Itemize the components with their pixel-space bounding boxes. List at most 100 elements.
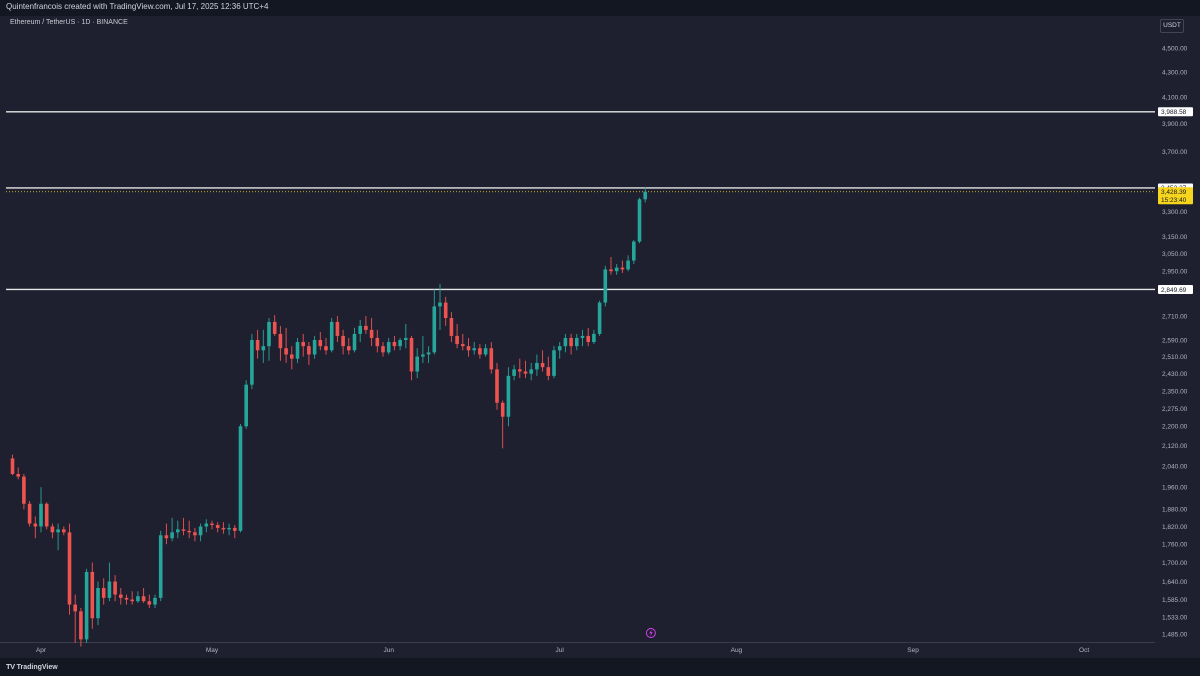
candle-body[interactable] bbox=[489, 348, 494, 370]
candle-body[interactable] bbox=[284, 348, 288, 355]
candle-body[interactable] bbox=[614, 267, 619, 272]
candle-body[interactable] bbox=[335, 321, 340, 336]
candle-body[interactable] bbox=[210, 523, 214, 526]
candle-body[interactable] bbox=[637, 199, 642, 242]
candle-body[interactable] bbox=[307, 346, 311, 355]
candle-body[interactable] bbox=[438, 302, 442, 307]
candle-body[interactable] bbox=[153, 597, 157, 605]
candle-body[interactable] bbox=[580, 335, 585, 338]
candle-body[interactable] bbox=[455, 335, 459, 345]
candle-body[interactable] bbox=[569, 337, 573, 347]
candle-body[interactable] bbox=[375, 337, 380, 347]
candle-body[interactable] bbox=[324, 346, 328, 351]
candle-body[interactable] bbox=[107, 581, 112, 598]
candle-body[interactable] bbox=[56, 529, 60, 533]
candle-body[interactable] bbox=[369, 329, 374, 338]
candle-body[interactable] bbox=[409, 337, 414, 372]
candle-body[interactable] bbox=[478, 348, 482, 355]
candle-body[interactable] bbox=[255, 339, 260, 351]
candle-body[interactable] bbox=[84, 571, 89, 640]
candle-body[interactable] bbox=[347, 346, 351, 351]
candle-body[interactable] bbox=[22, 476, 26, 504]
candle-body[interactable] bbox=[198, 526, 203, 536]
candle-body[interactable] bbox=[518, 369, 522, 372]
candle-body[interactable] bbox=[643, 191, 647, 200]
candle-body[interactable] bbox=[290, 354, 294, 359]
candle-body[interactable] bbox=[483, 348, 488, 355]
candle-body[interactable] bbox=[10, 458, 15, 474]
candle-body[interactable] bbox=[364, 325, 368, 330]
candle-body[interactable] bbox=[238, 426, 243, 531]
candle-body[interactable] bbox=[620, 267, 625, 270]
time-axis[interactable] bbox=[0, 642, 1155, 659]
chart-plot-area[interactable] bbox=[0, 16, 1156, 642]
candle-body[interactable] bbox=[449, 318, 454, 336]
candle-body[interactable] bbox=[261, 346, 266, 351]
candle-body[interactable] bbox=[96, 588, 100, 619]
candle-body[interactable] bbox=[181, 529, 186, 531]
candle-body[interactable] bbox=[318, 339, 323, 347]
candle-body[interactable] bbox=[90, 571, 95, 619]
candle-body[interactable] bbox=[79, 611, 83, 640]
candle-body[interactable] bbox=[500, 402, 505, 417]
candle-body[interactable] bbox=[73, 604, 77, 612]
candle-body[interactable] bbox=[187, 530, 191, 533]
candle-body[interactable] bbox=[67, 532, 72, 605]
candle-body[interactable] bbox=[575, 337, 579, 347]
candle-body[interactable] bbox=[244, 384, 248, 427]
candle-body[interactable] bbox=[44, 503, 49, 527]
candle-body[interactable] bbox=[404, 337, 408, 340]
candle-body[interactable] bbox=[267, 321, 271, 347]
candle-body[interactable] bbox=[272, 321, 277, 334]
candle-body[interactable] bbox=[278, 333, 283, 349]
candle-body[interactable] bbox=[426, 352, 431, 355]
candle-body[interactable] bbox=[119, 594, 123, 598]
candle-body[interactable] bbox=[443, 302, 448, 319]
candle-body[interactable] bbox=[158, 535, 163, 598]
candle-body[interactable] bbox=[506, 375, 511, 417]
candle-body[interactable] bbox=[466, 346, 471, 351]
candle-body[interactable] bbox=[27, 503, 32, 524]
candle-body[interactable] bbox=[124, 597, 129, 600]
candle-body[interactable] bbox=[386, 342, 391, 353]
candle-body[interactable] bbox=[176, 529, 180, 533]
candle-body[interactable] bbox=[546, 367, 551, 376]
candle-body[interactable] bbox=[609, 269, 613, 272]
candle-body[interactable] bbox=[33, 523, 38, 527]
candle-body[interactable] bbox=[398, 339, 402, 347]
candle-body[interactable] bbox=[552, 350, 556, 376]
candle-body[interactable] bbox=[250, 339, 254, 385]
candle-body[interactable] bbox=[352, 333, 357, 351]
candle-body[interactable] bbox=[540, 362, 545, 368]
candle-body[interactable] bbox=[301, 342, 305, 347]
candle-body[interactable] bbox=[233, 527, 237, 531]
candle-body[interactable] bbox=[312, 339, 317, 355]
candle-body[interactable] bbox=[341, 335, 345, 347]
candle-body[interactable] bbox=[421, 354, 425, 357]
candle-body[interactable] bbox=[381, 346, 385, 353]
candle-body[interactable] bbox=[136, 596, 140, 602]
candle-body[interactable] bbox=[415, 356, 419, 372]
candle-body[interactable] bbox=[329, 321, 334, 351]
candle-body[interactable] bbox=[215, 525, 220, 528]
candle-body[interactable] bbox=[221, 527, 226, 530]
candle-body[interactable] bbox=[603, 269, 608, 303]
candle-body[interactable] bbox=[512, 369, 516, 376]
candle-body[interactable] bbox=[592, 333, 596, 343]
candle-body[interactable] bbox=[170, 532, 174, 539]
candle-body[interactable] bbox=[461, 344, 465, 347]
candle-body[interactable] bbox=[563, 337, 568, 347]
currency-selector[interactable]: USDT bbox=[1160, 19, 1184, 33]
candle-body[interactable] bbox=[164, 535, 169, 539]
candle-body[interactable] bbox=[392, 342, 397, 347]
candle-body[interactable] bbox=[472, 348, 476, 351]
candle-body[interactable] bbox=[101, 588, 106, 598]
candle-body[interactable] bbox=[50, 526, 55, 533]
candle-body[interactable] bbox=[495, 369, 499, 403]
candle-body[interactable] bbox=[130, 599, 134, 602]
candle-body[interactable] bbox=[529, 369, 533, 374]
price-axis[interactable] bbox=[1155, 16, 1200, 642]
candle-body[interactable] bbox=[586, 335, 590, 343]
candle-body[interactable] bbox=[295, 342, 300, 359]
candle-body[interactable] bbox=[39, 503, 43, 527]
